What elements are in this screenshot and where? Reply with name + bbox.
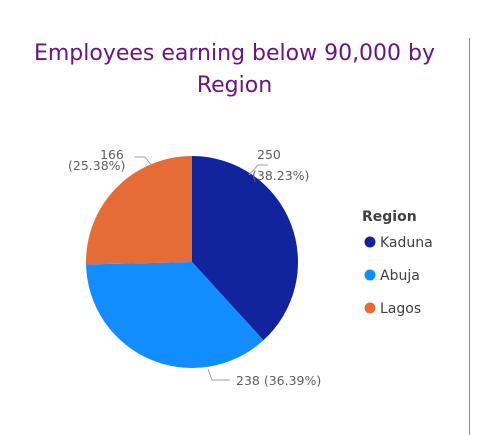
chart-title-text: Employees earning below 90,000 by Region [33,41,436,98]
legend-label-abuja: Abuja [380,268,420,284]
data-label-kaduna-percent: (38.23%) [252,168,309,183]
data-label-lagos-value: 166 [100,147,124,162]
pie-slice-lagos[interactable] [85,156,192,265]
leader-line-kaduna [248,164,268,176]
legend-item-kaduna[interactable]: Kaduna [364,235,433,251]
pie-slices [85,156,298,368]
legend-item-abuja[interactable]: Abuja [364,268,420,284]
pie-slice-abuja[interactable] [86,262,264,368]
data-label-kaduna-value: 250 [257,147,281,162]
leader-line-abuja [207,368,230,381]
legend-item-lagos[interactable]: Lagos [364,301,422,317]
pie-slice-kaduna[interactable] [192,156,298,341]
legend-title: Region [362,209,417,225]
legend-label-kaduna: Kaduna [380,235,433,251]
leader-lines [134,156,268,381]
legend-marker-lagos [364,302,376,314]
legend-marker-kaduna [364,236,376,248]
chart-title: Employees earning below 90,000 by Region [0,38,469,102]
data-label-abuja: 238 (36.39%) [236,373,321,388]
legend-marker-abuja [364,269,376,281]
card-border [469,38,470,435]
legend-label-lagos: Lagos [380,301,421,317]
data-label-lagos-percent: (25.38%) [68,158,125,173]
leader-line-lagos [134,156,153,167]
